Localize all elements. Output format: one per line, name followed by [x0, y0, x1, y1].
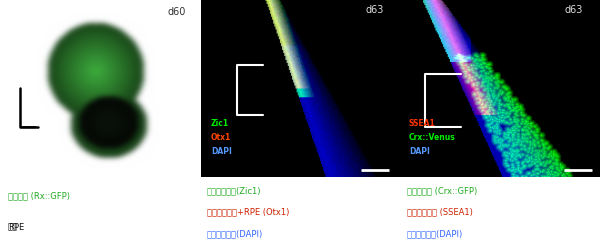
Text: d63: d63	[365, 5, 384, 15]
Text: d63: d63	[565, 5, 583, 15]
Text: 赤：毛様体縁+RPE (Otx1): 赤：毛様体縁+RPE (Otx1)	[207, 207, 289, 216]
Text: DAPI: DAPI	[409, 147, 430, 156]
Text: 緑：毛様体縁(Zic1): 緑：毛様体縁(Zic1)	[207, 186, 262, 195]
Text: 緑：視細胞 (Crx::GFP): 緑：視細胞 (Crx::GFP)	[407, 186, 477, 195]
Text: RPE: RPE	[8, 223, 24, 232]
Text: 青：対比染色(DAPI): 青：対比染色(DAPI)	[407, 230, 463, 239]
Text: DAPI: DAPI	[211, 147, 232, 156]
Text: 赤：毛様体縁 (SSEA1): 赤：毛様体縁 (SSEA1)	[407, 207, 473, 216]
Text: 青：対比染色(DAPI): 青：対比染色(DAPI)	[207, 230, 263, 239]
Text: Zic1: Zic1	[211, 119, 229, 128]
Text: SSEA1: SSEA1	[409, 119, 436, 128]
Text: 黒：: 黒：	[8, 223, 18, 232]
Text: 緑：網膜 (Rx::GFP): 緑：網膜 (Rx::GFP)	[8, 192, 70, 201]
Text: Crx::Venus: Crx::Venus	[409, 133, 455, 142]
Text: d60: d60	[167, 7, 186, 17]
Text: Otx1: Otx1	[211, 133, 231, 142]
